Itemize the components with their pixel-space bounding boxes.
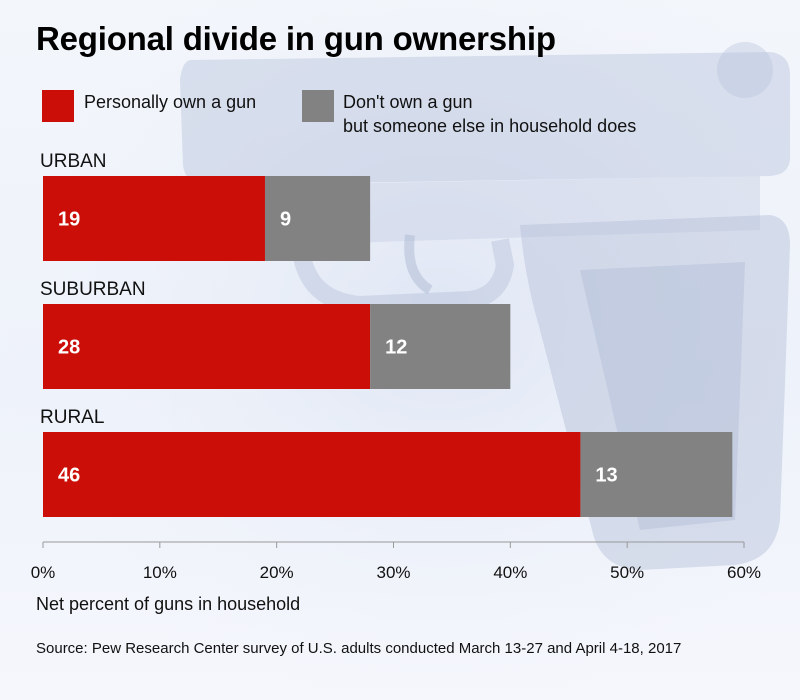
x-tick-label-40: 40%: [493, 563, 527, 582]
data-label-rural-household: 13: [595, 465, 617, 487]
bar-rural-personal: [43, 432, 581, 517]
legend-label-personal: Personally own a gun: [84, 92, 257, 112]
data-label-suburban-personal: 28: [58, 337, 80, 359]
bar-urban-personal: [43, 176, 265, 261]
x-tick-label-0: 0%: [31, 563, 56, 582]
x-tick-label-50: 50%: [610, 563, 644, 582]
bar-rural-household: [580, 432, 733, 517]
bar-urban-household: [264, 176, 371, 261]
legend-swatch-personal: [42, 90, 74, 122]
data-label-suburban-household: 12: [385, 337, 407, 359]
category-label-suburban: SUBURBAN: [40, 279, 146, 300]
bar-suburban-household: [370, 304, 511, 389]
x-tick-label-60: 60%: [727, 563, 761, 582]
chart-title: Regional divide in gun ownership: [36, 20, 556, 57]
category-label-rural: RURAL: [40, 407, 105, 428]
x-tick-label-10: 10%: [143, 563, 177, 582]
bar-suburban-personal: [43, 304, 371, 389]
data-label-urban-personal: 19: [58, 209, 80, 231]
source-note: Source: Pew Research Center survey of U.…: [36, 640, 682, 657]
data-label-rural-personal: 46: [58, 465, 80, 487]
legend-label-household-line2: but someone else in household does: [343, 116, 637, 136]
data-label-urban-household: 9: [280, 209, 291, 231]
x-axis-title: Net percent of guns in household: [36, 594, 301, 614]
category-label-urban: URBAN: [40, 151, 107, 172]
x-tick-label-20: 20%: [260, 563, 294, 582]
legend-swatch-household: [302, 90, 334, 122]
x-tick-label-30: 30%: [376, 563, 410, 582]
legend-label-household-line1: Don't own a gun: [343, 92, 473, 112]
